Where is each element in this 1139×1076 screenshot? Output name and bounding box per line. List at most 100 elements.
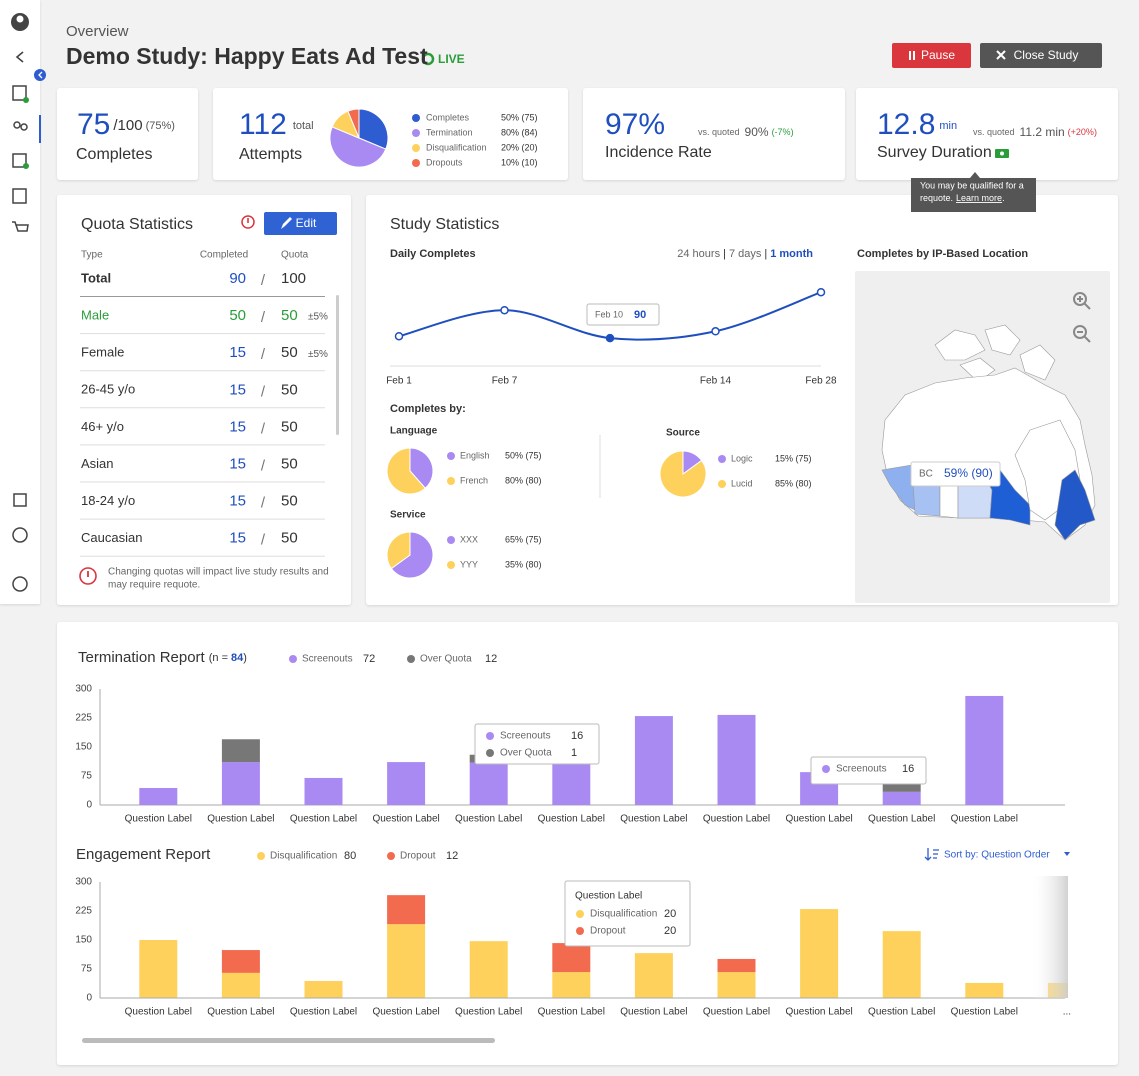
- legend-dot: [412, 129, 420, 137]
- bar-segment: [882, 791, 921, 805]
- status: LIVE: [438, 52, 465, 66]
- tooltip-value: 16: [571, 730, 583, 742]
- h-scrollbar[interactable]: [82, 1038, 495, 1043]
- x-tick-label: Feb 7: [492, 376, 518, 387]
- bar-segment: [387, 924, 426, 998]
- bar-segment: [221, 762, 260, 805]
- legend-dot: [289, 655, 297, 663]
- report-title: Termination Report (n = 84): [78, 649, 247, 666]
- tooltip-text: You may be qualified for a: [920, 180, 1024, 190]
- zoom-out[interactable]: [1073, 325, 1087, 339]
- text-span: (+20%): [1068, 127, 1097, 137]
- row-quota: 50: [281, 493, 298, 510]
- text-span: Termination Report: [78, 649, 206, 666]
- legend-dot: [387, 852, 395, 860]
- text-span: total: [293, 120, 314, 132]
- range-option[interactable]: 24 hours: [677, 248, 720, 260]
- pie-slice: [659, 450, 707, 498]
- pause-button[interactable]: [892, 43, 971, 68]
- legend-dot: [257, 852, 265, 860]
- line-point: [394, 331, 404, 341]
- row-quota: 50: [281, 344, 298, 361]
- bar-segment: [221, 739, 260, 763]
- kpi-value: 12.8 min: [877, 108, 957, 141]
- note: may require requote.: [108, 580, 200, 591]
- tooltip-value: 90: [634, 309, 646, 321]
- x-tick-label: Question Label: [372, 1007, 439, 1018]
- warning-icon: [79, 567, 97, 585]
- pie-slice: [386, 447, 426, 495]
- x-tick-label: Question Label: [290, 1007, 357, 1018]
- legend-dot: [718, 480, 726, 488]
- map-region-bc: [881, 464, 916, 511]
- map-island: [1019, 344, 1056, 381]
- button-label[interactable]: Edit: [296, 216, 317, 230]
- text-span: (75%): [146, 120, 175, 132]
- card-title: Study Statistics: [390, 216, 499, 233]
- legend-value: 80% (84): [501, 127, 538, 137]
- row-quota: 100: [281, 270, 306, 287]
- nav-icon[interactable]: [13, 121, 21, 129]
- nav-icon[interactable]: [12, 153, 27, 168]
- legend-value: 35% (80): [505, 559, 542, 569]
- group-title: Service: [390, 510, 426, 521]
- line-point: [605, 333, 615, 343]
- legend-dot: [447, 477, 455, 485]
- kpi-card: [583, 88, 845, 180]
- range-option[interactable]: 7 days: [729, 248, 762, 260]
- button-label[interactable]: Pause: [921, 48, 955, 62]
- section-title: Completes by:: [390, 403, 466, 415]
- legend-value: 80: [344, 850, 356, 862]
- help-icon[interactable]: [12, 527, 28, 543]
- text-span: min: [939, 120, 957, 132]
- nav-icon[interactable]: [12, 221, 29, 232]
- legend-dot: [718, 455, 726, 463]
- row-type: Female: [81, 345, 124, 360]
- button-label[interactable]: Close Study: [1014, 48, 1079, 62]
- close-study-button[interactable]: [980, 43, 1102, 68]
- chart-title: Completes by IP-Based Location: [857, 248, 1028, 260]
- legend-label: French: [460, 475, 488, 485]
- nav-icon[interactable]: [13, 493, 27, 507]
- column-header: Completed: [200, 250, 248, 261]
- sort-caret[interactable]: [1064, 852, 1070, 856]
- row-quota: 50: [281, 381, 298, 398]
- nav-icon[interactable]: [12, 188, 27, 204]
- x-tick-label: Question Label: [951, 1007, 1018, 1018]
- legend-label: Dropout: [400, 851, 436, 862]
- kpi-label: Attempts: [239, 146, 302, 163]
- separator: /: [261, 495, 266, 512]
- row-type: Caucasian: [81, 530, 142, 545]
- scrollbar[interactable]: [336, 295, 339, 435]
- pie-slice: [409, 447, 434, 489]
- tooltip-dot: [822, 765, 830, 773]
- legend-value: 20% (20): [501, 142, 538, 152]
- x-tick-label: Question Label: [125, 1007, 192, 1018]
- legend-value: 10% (10): [501, 157, 538, 167]
- tooltip-link[interactable]: Learn more: [956, 193, 1002, 203]
- edit-button[interactable]: [264, 212, 337, 235]
- legend-label: Logic: [731, 453, 753, 463]
- range-option[interactable]: 1 month: [770, 248, 813, 260]
- separator: /: [261, 309, 266, 326]
- legend-value: 65% (75): [505, 534, 542, 544]
- tooltip-value: 16: [902, 763, 914, 775]
- nav-icon[interactable]: [12, 85, 27, 101]
- zoom-in[interactable]: [1073, 292, 1087, 306]
- group-title: Language: [390, 426, 438, 437]
- sort-control[interactable]: Sort by: Question Order: [944, 850, 1050, 861]
- nav-badge: [23, 97, 29, 103]
- expand-badge[interactable]: [34, 69, 46, 81]
- separator: /: [261, 420, 266, 437]
- map-region: [1054, 469, 1096, 541]
- text-span: vs. quoted: [698, 127, 740, 137]
- x-tick-label: Question Label: [703, 1007, 770, 1018]
- bar-tooltip: [810, 756, 927, 785]
- tooltip-value: 20: [664, 925, 676, 937]
- map-island: [984, 324, 1021, 356]
- x-tick-label: Question Label: [620, 814, 687, 825]
- bar-segment: [552, 972, 591, 998]
- collapse-icon[interactable]: [15, 51, 24, 63]
- account-icon[interactable]: [12, 576, 28, 592]
